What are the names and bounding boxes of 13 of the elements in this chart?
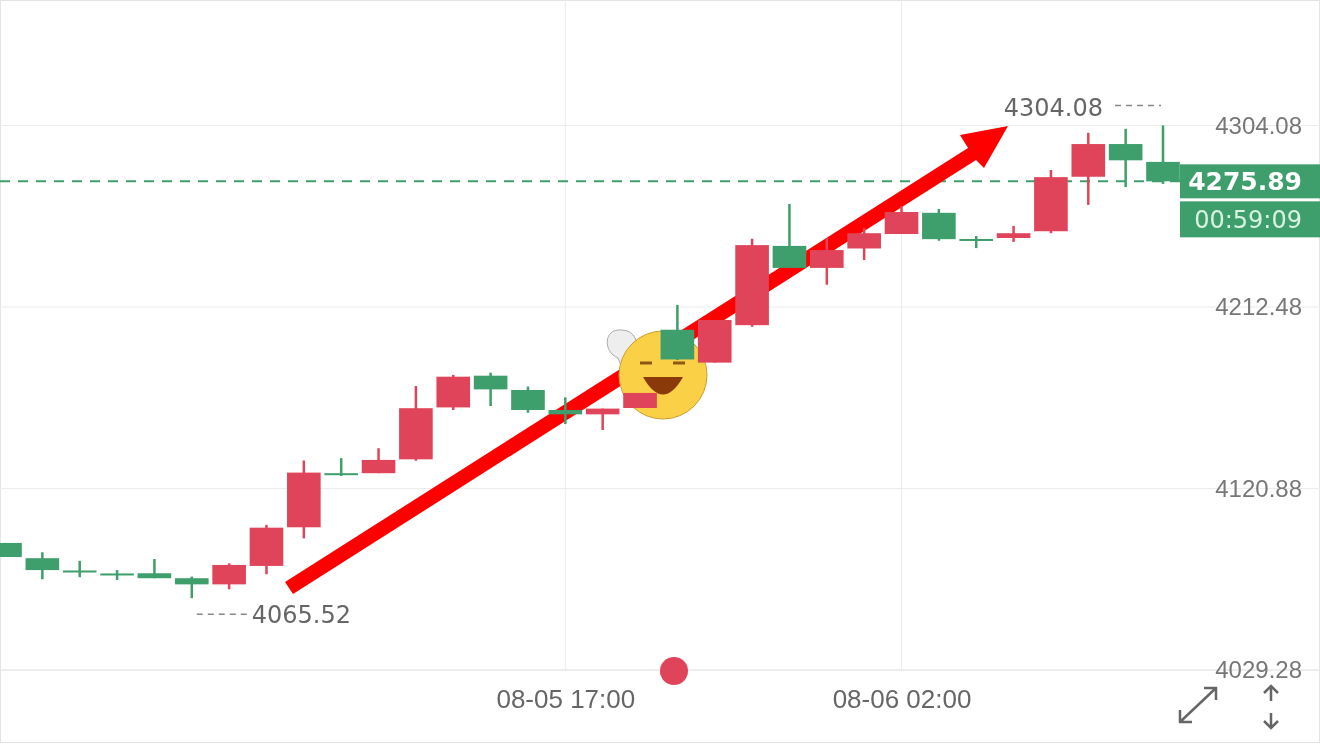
- annotation: 4304.08: [1003, 94, 1103, 123]
- y-tick-label: 4304.08: [1215, 111, 1302, 139]
- ref-line-label: 4275.89: [1188, 167, 1302, 197]
- y-tick-label: 4212.48: [1215, 293, 1302, 321]
- annotation: 4065.52: [251, 600, 352, 629]
- y-tick-label: 4120.88: [1215, 474, 1302, 502]
- candlestick: [174, 575, 209, 600]
- x-tick-label: 08-05 17:00: [496, 684, 636, 715]
- x-tick-label: 08-06 02:00: [832, 684, 972, 715]
- text: 00:59:09: [1194, 205, 1302, 234]
- candlestick: [548, 396, 583, 426]
- y-tick-label: 4029.28: [1215, 656, 1302, 684]
- candlestick: [62, 559, 97, 579]
